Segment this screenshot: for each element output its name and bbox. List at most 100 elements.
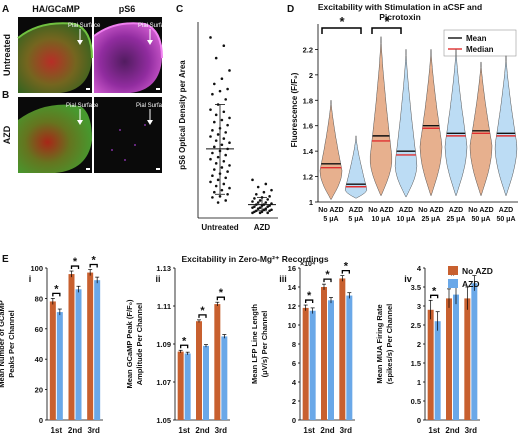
d-legend-median: Median [466,45,494,54]
c-point [214,113,218,117]
e-bar-azd [309,310,316,420]
e-legend-swatch-no-azd [448,266,458,275]
title-ha-gcamp: HA/GCaMP [32,4,80,14]
e-bar-no-azd [87,272,94,420]
c-point [216,201,220,204]
e-bar-no-azd [446,298,452,420]
d-xlabel-line1: AZD [499,207,513,214]
e-ytick-label: 20 [35,386,43,395]
c-point [228,141,231,144]
c-point [209,108,212,111]
c-point [226,192,229,196]
c-point [224,98,227,101]
e-sig-bracket [305,299,314,304]
e-sig-star: * [432,285,437,297]
e-ylabel-line1: Mean Number of GCaMP [0,300,6,388]
d-violin [394,49,418,198]
c-point [258,211,262,215]
e-sig-star: * [73,256,78,268]
e-ytick-label: 6 [292,359,296,368]
e-panel-numeral: iv [404,274,412,284]
c-point [209,36,212,39]
e-ytick-label: 16 [288,264,296,273]
e-sig-bracket [341,269,350,274]
e-sig-star: * [450,270,455,282]
c-point [251,211,254,215]
c-point [218,89,222,93]
title-ps6: pS6 [119,4,136,14]
c-point [264,207,268,211]
e-bar-azd [56,312,63,420]
e-bar-no-azd [339,278,346,420]
c-point [254,209,258,213]
d-ytick-label: 1.4 [303,147,314,156]
e-ytick-label: 80 [35,294,43,303]
e-ytick-label: 1.5 [411,359,421,368]
c-point [214,162,218,165]
d-ytick-label: 1.6 [303,122,313,131]
e-ytick-label: 10 [288,321,296,330]
c-point [222,110,226,114]
c-point [226,87,229,91]
c-point [224,176,227,180]
e-ytick-label: 1 [417,378,421,387]
e-title: Excitability in Zero-Mg²⁺ Recordings [181,254,328,264]
e-bar-no-azd [68,274,75,420]
e-bar-azd [221,336,228,420]
e-ytick-label: 3 [417,302,421,311]
e-ytick-label: 60 [35,325,43,334]
c-point [214,139,218,142]
e-panel-numeral: ii [155,274,160,284]
c-point [256,185,260,189]
e-bar-azd [94,280,101,420]
pial-label-a-right: Pial Surface [138,23,171,29]
c-point [213,120,216,124]
pial-label-b-right: Pial Surface [136,103,169,109]
e-ytick-label: 100 [30,264,43,273]
c-ylabel: pS6 Optical Density per Area [178,60,187,170]
e-ytick-label: 2.5 [411,321,421,330]
c-point [220,143,224,147]
d-xlabel-line1: AZD [449,207,463,214]
c-point [251,200,254,203]
e-bar-no-azd [214,304,221,420]
e-ytick-label: 14 [288,283,297,292]
c-point [258,206,262,209]
c-point [251,178,254,182]
e-bar-no-azd [196,321,202,420]
e-ylabel-line2: (spikes/s) Per Channel [385,304,394,384]
d-violin [319,100,343,200]
d-violin [419,49,443,196]
c-point [211,129,214,132]
e-xtick-label: 2nd [68,426,82,435]
row-label-azd: AZD [2,125,12,144]
d-violin [469,61,493,196]
c-point [253,210,256,214]
e-bar-no-azd [49,301,56,420]
e-ytick-label: 0 [292,416,296,425]
e-multiplier: ×10⁴ [300,261,316,268]
e-sig-bracket [430,294,439,299]
e-bar-no-azd [321,287,327,420]
e-bar-azd [184,353,191,420]
c-point [220,118,224,122]
c-point [222,44,226,48]
c-point [214,56,218,60]
e-ytick-label: 1.07 [156,378,171,387]
c-point [228,116,231,120]
e-ytick-label: 0 [39,416,43,425]
e-ytick-label: 2 [417,340,421,349]
c-point [264,182,268,186]
e-sig-star: * [92,255,97,267]
e-bar-no-azd [464,298,471,420]
c-point [270,208,273,212]
e-sig-star: * [54,283,59,295]
e-ytick-label: 12 [288,302,296,311]
pial-label-b-left: Pial Surface [66,103,99,109]
d-sig-bracket-1 [321,27,362,34]
c-point [218,195,222,198]
d-ytick-label: 2 [309,71,313,80]
c-point [228,69,231,72]
e-panel-numeral: iii [279,274,287,284]
c-point [224,153,227,157]
